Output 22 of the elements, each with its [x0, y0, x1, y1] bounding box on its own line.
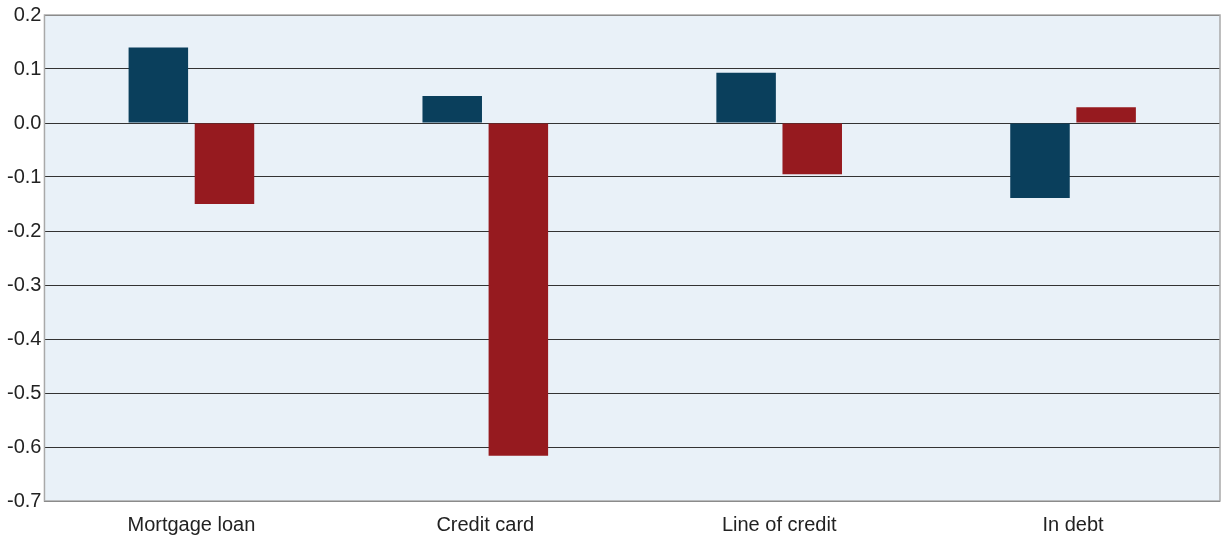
bar: [194, 123, 255, 204]
x-tick-label: Credit card: [436, 512, 535, 535]
y-tick-label: 0.2: [13, 2, 42, 25]
y-tick-label: -0.7: [6, 488, 42, 511]
bar: [716, 72, 776, 123]
bar: [128, 47, 189, 123]
bar: [488, 123, 549, 456]
x-tick-label: In debt: [1042, 512, 1105, 535]
y-tick-label: -0.5: [6, 380, 42, 403]
x-tick-label: Mortgage loan: [127, 512, 256, 535]
bar: [422, 96, 482, 123]
y-tick-label: 0.1: [13, 56, 42, 79]
bar: [1010, 123, 1070, 199]
bar: [1076, 107, 1136, 123]
y-tick-label: -0.3: [6, 272, 42, 295]
bar: [782, 123, 842, 175]
y-tick-label: -0.4: [6, 326, 42, 349]
y-tick-label: -0.2: [6, 218, 42, 241]
x-tick-label: Line of credit: [721, 512, 837, 535]
y-tick-label: 0.0: [13, 110, 42, 133]
y-tick-label: -0.1: [6, 164, 42, 187]
y-tick-label: -0.6: [6, 434, 42, 457]
